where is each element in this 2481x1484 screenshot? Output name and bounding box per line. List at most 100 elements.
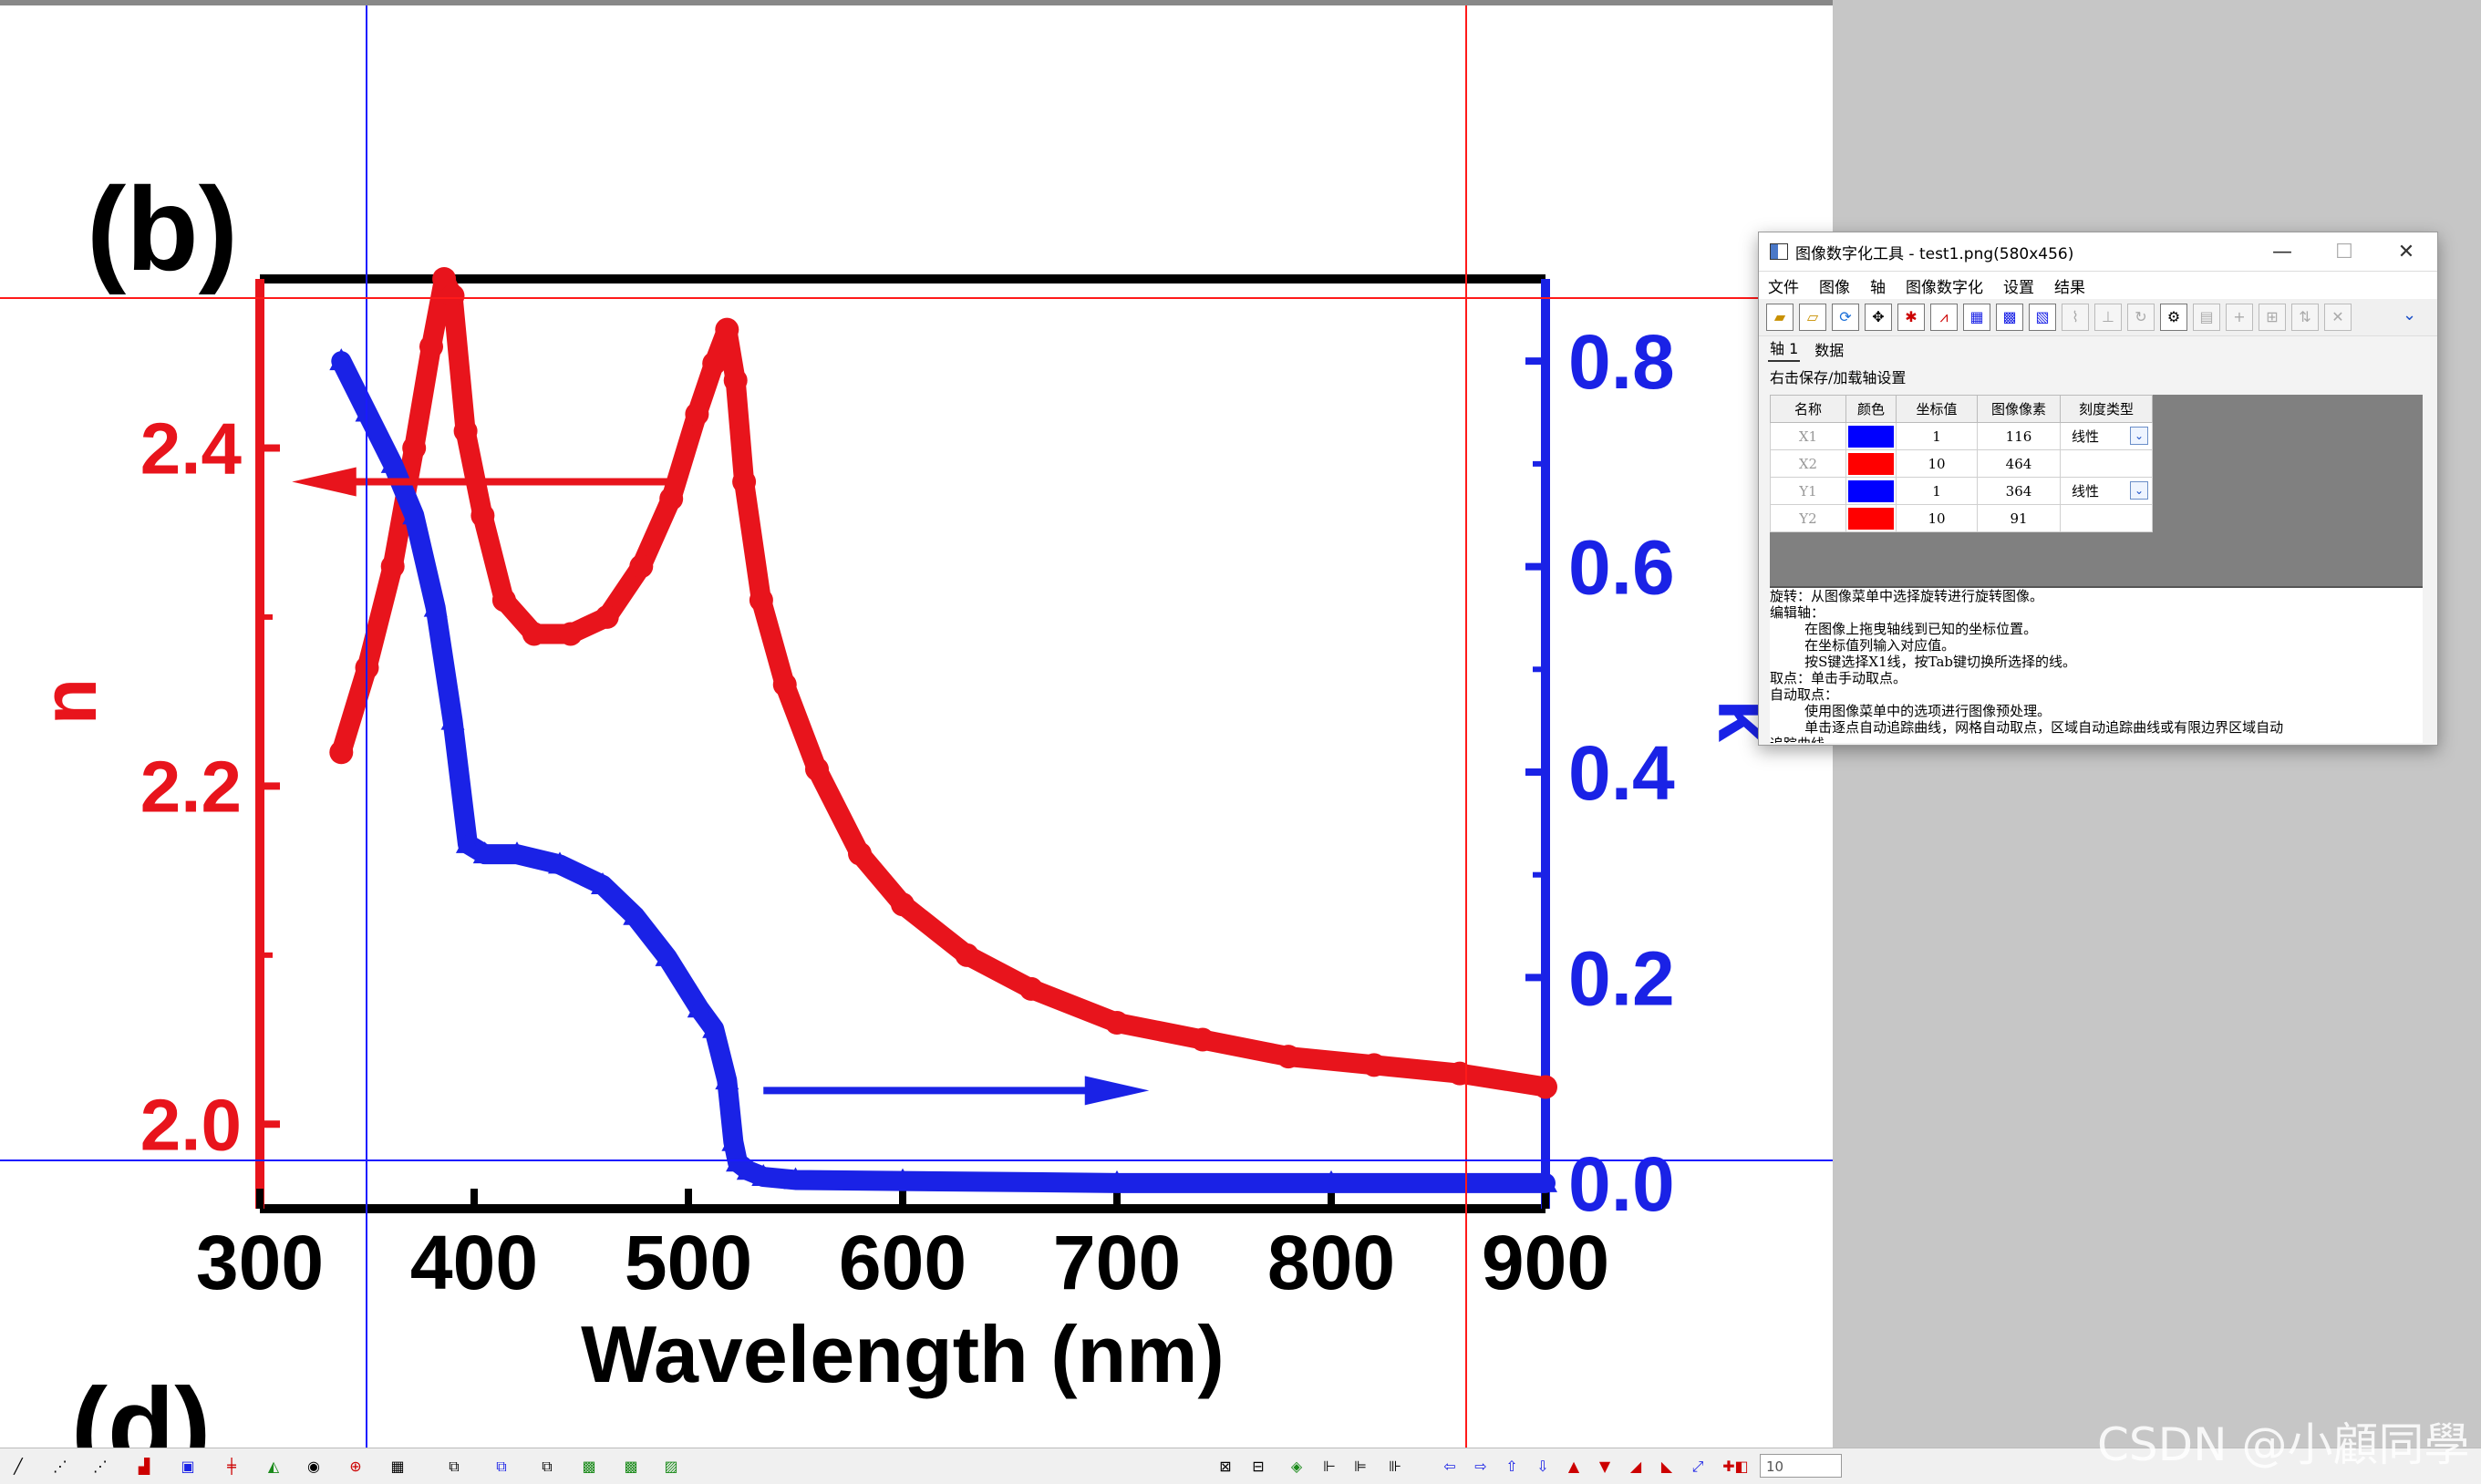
shape2-icon[interactable]: ◣ (1660, 1458, 1673, 1475)
minimize-button[interactable]: — (2272, 240, 2292, 263)
menu-digitize[interactable]: 图像数字化 (1906, 278, 1983, 297)
align-left-icon[interactable]: ⊩ (1323, 1458, 1336, 1475)
menu-file[interactable]: 文件 (1768, 278, 1799, 297)
color-swatch[interactable] (1848, 507, 1894, 530)
arrow-up-icon[interactable]: ⇧ (1505, 1458, 1518, 1475)
arrow-down-icon[interactable]: ⇩ (1536, 1458, 1549, 1475)
close-button[interactable]: ✕ (2397, 240, 2415, 263)
add-point-icon[interactable]: + (2226, 304, 2253, 331)
data-point-k (721, 1128, 746, 1151)
color-swatch[interactable] (1848, 425, 1894, 448)
distribute-icon[interactable]: ⊪ (1389, 1458, 1401, 1475)
arrow-left-icon[interactable]: ⇦ (1443, 1458, 1456, 1475)
menu-image[interactable]: 图像 (1819, 278, 1850, 297)
pixel-cell[interactable]: 91 (1977, 504, 2061, 532)
move-point-icon[interactable]: ⇅ (2291, 304, 2319, 331)
delete-point-icon[interactable]: ✕ (2324, 304, 2352, 331)
table-row[interactable]: Y2 10 91 (1770, 504, 2153, 532)
fill-icon[interactable]: ▲ (1567, 1458, 1580, 1475)
stack-icon[interactable]: ⧉ (542, 1458, 553, 1475)
guide-line-y1[interactable] (0, 1159, 1833, 1161)
curve-icon[interactable]: ⌇ (2062, 304, 2089, 331)
rotate-point-icon[interactable]: ↻ (2127, 304, 2155, 331)
rotate-icon[interactable]: ⟳ (1832, 304, 1859, 331)
plot-icon[interactable]: ▣ (181, 1458, 195, 1475)
grid-pick-icon[interactable]: ▦ (1963, 304, 1990, 331)
data-point-n (702, 351, 727, 376)
menu-settings[interactable]: 设置 (2003, 278, 2034, 297)
settings-icon[interactable]: ⚙ (2160, 304, 2187, 331)
line-scatter-icon[interactable]: ⋰ (93, 1458, 108, 1475)
image-plot-icon[interactable]: ▨ (664, 1458, 678, 1475)
value-cell[interactable]: 1 (1896, 422, 1978, 450)
merge-icon[interactable]: ⧉ (496, 1458, 507, 1475)
data-point-n (749, 588, 773, 613)
table-row[interactable]: X1 1 116 线性 ⌄ (1770, 422, 2153, 450)
open-file-icon[interactable]: ▱ (1799, 304, 1826, 331)
dialog-titlebar[interactable]: 图像数字化工具 - test1.png(580x456) — ☐ ✕ (1759, 232, 2437, 272)
shield-icon[interactable]: ◈ (1290, 1458, 1303, 1475)
scatter-tool-icon[interactable]: ⋰ (53, 1458, 67, 1475)
scale-cell[interactable]: 线性 ⌄ (2060, 422, 2153, 450)
pixel-cell[interactable]: 116 (1977, 422, 2061, 450)
color-swatch[interactable] (1848, 479, 1894, 502)
expand-icon[interactable]: ⤢ (1691, 1458, 1704, 1475)
chevron-down-icon[interactable]: ⌄ (2130, 481, 2148, 500)
scale-cell[interactable]: 线性 ⌄ (2060, 477, 2153, 505)
pick-point-icon[interactable]: ✱ (1897, 304, 1925, 331)
bar-chart-icon[interactable]: ▟ (138, 1458, 150, 1475)
color-cell[interactable] (1845, 449, 1897, 478)
toolbar-expand-icon[interactable]: ⌄ (2403, 305, 2417, 325)
tab-axis[interactable]: 轴 1 (1768, 336, 1801, 362)
image-canvas[interactable]: 300 400 500 600 700 800 900 Wavelength (nm) 2.0 2… (0, 0, 1833, 1448)
fill-down-icon[interactable]: ▼ (1598, 1458, 1611, 1475)
color-cell[interactable] (1845, 477, 1897, 505)
value-cell[interactable]: 1 (1896, 477, 1978, 505)
insert-point-icon[interactable]: ⊞ (2259, 304, 2286, 331)
scale-cell[interactable] (2060, 504, 2153, 532)
value-cell[interactable]: 10 (1896, 449, 1978, 478)
zoom-input[interactable]: 10 (1760, 1454, 1842, 1478)
layer-icon[interactable]: ◧ (1734, 1458, 1749, 1475)
area-chart-icon[interactable]: ◭ (267, 1458, 280, 1475)
maximize-button[interactable]: ☐ (2335, 240, 2353, 263)
color-cell[interactable] (1845, 504, 1897, 532)
polar-icon[interactable]: ◉ (307, 1458, 320, 1475)
digitizer-dialog[interactable]: 图像数字化工具 - test1.png(580x456) — ☐ ✕ 文件 图像… (1758, 232, 2438, 746)
copy-icon[interactable]: ⧉ (449, 1458, 460, 1475)
align-right-icon[interactable]: ⊫ (1354, 1458, 1367, 1475)
chevron-down-icon[interactable]: ⌄ (2130, 427, 2148, 445)
table-row[interactable]: X2 10 464 (1770, 449, 2153, 478)
tab-data[interactable]: 数据 (1814, 342, 1845, 359)
area-trace-icon[interactable]: ▩ (1996, 304, 2023, 331)
move-axis-icon[interactable]: ✥ (1865, 304, 1892, 331)
pin-icon[interactable]: ✚ (1722, 1458, 1735, 1475)
guide-line-x1[interactable] (366, 5, 367, 1448)
open-folder-icon[interactable]: ▰ (1766, 304, 1794, 331)
auto-trace-icon[interactable]: ⩘ (1930, 304, 1958, 331)
table-icon[interactable]: ▤ (2193, 304, 2220, 331)
arrow-right-icon[interactable]: ⇨ (1474, 1458, 1487, 1475)
scale-cell[interactable] (2060, 449, 2153, 478)
pixel-cell[interactable]: 464 (1977, 449, 2061, 478)
matrix-icon[interactable]: ▩ (624, 1458, 638, 1475)
menu-axis[interactable]: 轴 (1870, 278, 1886, 297)
box-plot-icon[interactable]: ⊕ (349, 1458, 362, 1475)
color-swatch[interactable] (1848, 452, 1894, 475)
line-tool-icon[interactable]: ╱ (14, 1458, 23, 1475)
value-cell[interactable]: 10 (1896, 504, 1978, 532)
table-row[interactable]: Y1 1 364 线性 ⌄ (1770, 477, 2153, 505)
error-bar-icon[interactable]: ╪ (227, 1458, 236, 1475)
grid-icon[interactable]: ▩ (582, 1458, 596, 1475)
zoom-out-icon[interactable]: ⊟ (1252, 1458, 1265, 1475)
shape-icon[interactable]: ◢ (1629, 1458, 1642, 1475)
guide-line-y2[interactable] (0, 297, 1833, 299)
boundary-trace-icon[interactable]: ▧ (2029, 304, 2056, 331)
color-cell[interactable] (1845, 422, 1897, 450)
pixel-cell[interactable]: 364 (1977, 477, 2061, 505)
align-icon[interactable]: ⊥ (2094, 304, 2122, 331)
guide-line-x2[interactable] (1465, 5, 1467, 1448)
zoom-icon[interactable]: ⊠ (1219, 1458, 1232, 1475)
menu-results[interactable]: 结果 (2054, 278, 2085, 297)
layout-icon[interactable]: ▦ (390, 1458, 405, 1475)
